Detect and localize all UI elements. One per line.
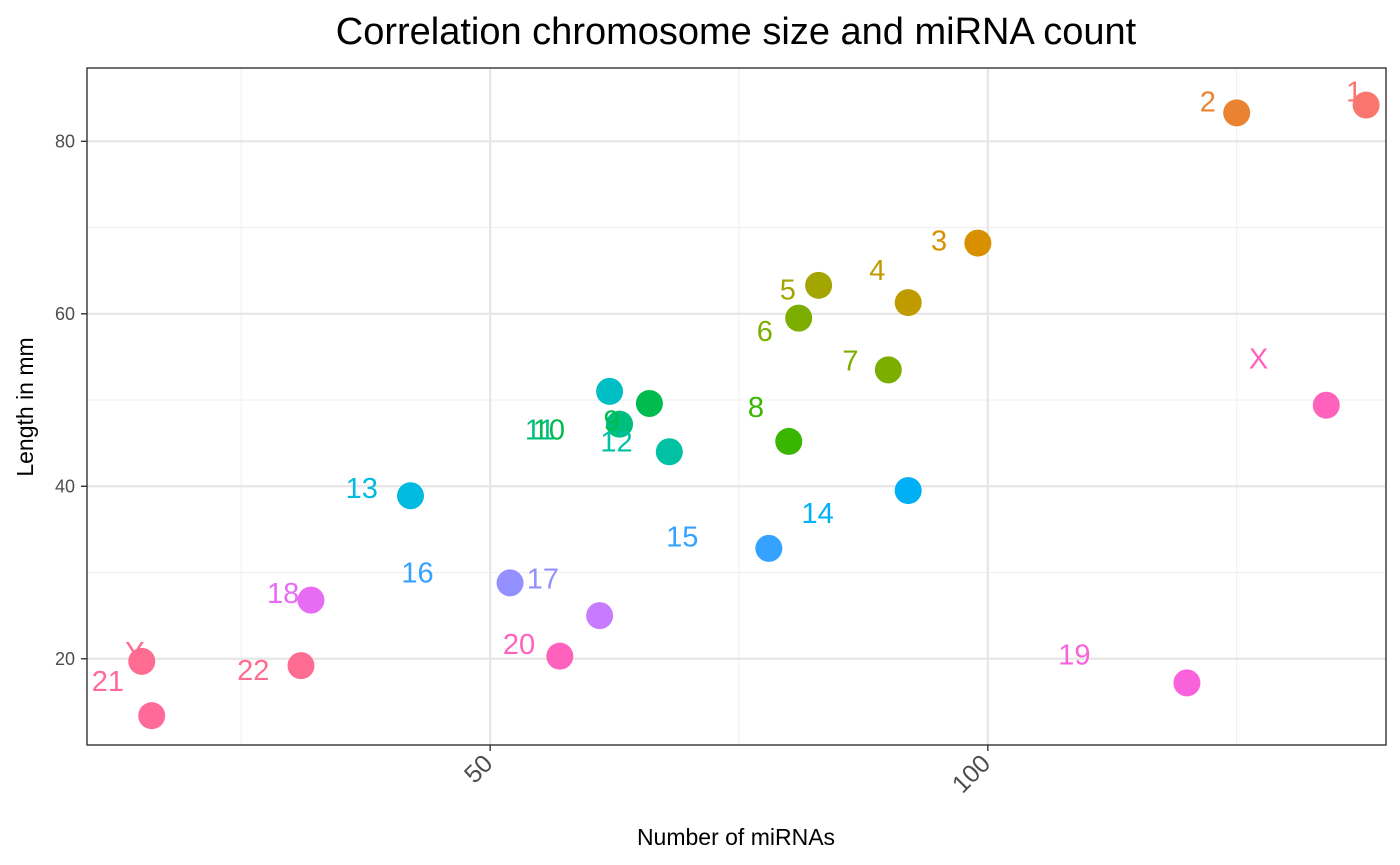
data-point	[874, 356, 902, 384]
point-label: 5	[780, 275, 796, 307]
data-point	[655, 438, 683, 466]
point-label: 12	[600, 426, 632, 458]
x-tick-label: 100	[947, 749, 996, 798]
data-point	[1223, 99, 1251, 127]
point-label: 4	[869, 255, 885, 287]
data-point	[635, 389, 663, 417]
point-label: 20	[503, 629, 535, 661]
point-label: 6	[757, 316, 773, 348]
point-label: 13	[346, 473, 378, 505]
minor-gridlines	[87, 68, 1386, 745]
data-point	[397, 482, 425, 510]
data-point	[1352, 91, 1380, 119]
data-point	[894, 289, 922, 317]
x-tick-label: 50	[459, 749, 498, 788]
point-label: 15	[666, 521, 698, 553]
data-point	[894, 477, 922, 505]
point-label: 16	[401, 558, 433, 590]
data-points	[128, 91, 1380, 730]
y-tick-label: 20	[55, 649, 75, 669]
plot-panel-border	[86, 67, 1387, 746]
data-point	[128, 647, 156, 675]
data-point	[586, 602, 614, 630]
data-point	[785, 304, 813, 332]
data-point	[805, 271, 833, 299]
point-label: 3	[931, 225, 947, 257]
major-gridlines	[87, 68, 1386, 745]
y-tick-label: 40	[55, 476, 75, 496]
y-tick-label: 60	[55, 304, 75, 324]
point-label: 17	[527, 564, 559, 596]
point-label: 19	[1058, 639, 1090, 671]
y-tick-label: 80	[55, 131, 75, 151]
data-point	[596, 377, 624, 405]
point-label: Y	[125, 637, 144, 669]
x-axis-title: Number of miRNAs	[637, 824, 835, 850]
point-label: 11	[525, 414, 555, 446]
point-label: 22	[237, 655, 269, 687]
y-axis-title: Length in mm	[12, 337, 38, 476]
point-label: 1	[1346, 76, 1362, 108]
point-label: 8	[748, 392, 764, 424]
point-label: 21	[92, 666, 124, 698]
point-label: 9	[604, 406, 620, 438]
point-label: 14	[801, 498, 833, 530]
data-point	[1173, 669, 1201, 697]
point-label: 10	[533, 414, 565, 446]
y-axis-ticks: 20 40 60 80	[55, 131, 87, 669]
data-point	[775, 427, 803, 455]
data-point	[496, 569, 524, 597]
x-axis-ticks: 50 100	[459, 745, 996, 799]
point-label: 7	[842, 345, 858, 377]
data-point	[546, 642, 574, 670]
data-point	[606, 410, 634, 438]
data-point	[138, 702, 166, 730]
chart-title: Correlation chromosome size and miRNA co…	[336, 11, 1137, 53]
point-label: X	[1249, 344, 1268, 376]
point-label: 18	[267, 578, 299, 610]
point-label: 2	[1200, 87, 1216, 119]
data-point	[964, 229, 992, 257]
data-point	[1312, 391, 1340, 419]
data-point	[755, 534, 783, 562]
data-point	[287, 652, 315, 680]
data-point	[297, 586, 325, 614]
